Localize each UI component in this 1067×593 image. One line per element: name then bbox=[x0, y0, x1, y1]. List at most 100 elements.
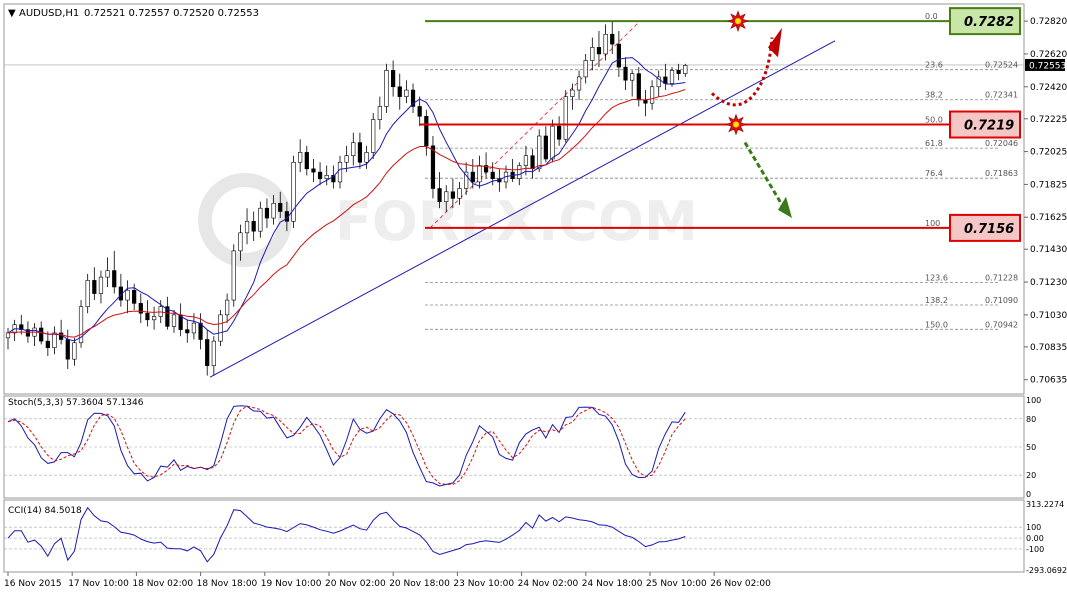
candle-body bbox=[218, 314, 223, 342]
candle-body bbox=[596, 47, 602, 55]
chart-header-arrow: ▼ bbox=[8, 8, 16, 19]
candle-body bbox=[543, 135, 548, 160]
candle-body bbox=[437, 188, 442, 202]
candle-body bbox=[397, 86, 402, 97]
fib-level-value: 0.71228 bbox=[985, 273, 1018, 282]
cci-tick-label: 0.00 bbox=[1026, 534, 1044, 543]
moving-averages-layer bbox=[7, 57, 686, 342]
cci-tick-label: 313.2274 bbox=[1026, 500, 1064, 509]
time-tick-label: 23 Nov 10:00 bbox=[453, 579, 514, 589]
price-tick-label: 0.72225 bbox=[1030, 115, 1067, 125]
key-level-box bbox=[949, 7, 1021, 36]
candle-body bbox=[132, 289, 137, 304]
candle-body bbox=[351, 142, 356, 156]
candles-layer bbox=[5, 21, 688, 376]
candle-body bbox=[98, 276, 104, 294]
candle-body bbox=[377, 106, 382, 120]
key-level-label: 0.7156 bbox=[964, 222, 1014, 237]
cci-tick-label: -100 bbox=[1026, 545, 1044, 554]
price-tick-label: 0.71825 bbox=[1030, 180, 1067, 190]
cci-panel-frame bbox=[3, 499, 1025, 573]
cci-tick-label: -293.0692 bbox=[1026, 566, 1067, 575]
candle-body bbox=[517, 165, 522, 179]
fib-level-label: 76.4 bbox=[925, 169, 943, 178]
breakout-marker-core bbox=[735, 18, 741, 25]
trend-layer bbox=[209, 40, 836, 378]
fib-level-label: 138.2 bbox=[925, 296, 948, 305]
candle-body bbox=[165, 306, 170, 327]
candle-body bbox=[251, 221, 256, 232]
candle-body bbox=[151, 316, 157, 321]
candle-body bbox=[430, 145, 436, 189]
candle-body bbox=[557, 125, 562, 140]
watermark-text: FOREX.COM bbox=[335, 190, 698, 253]
current-price-label: 0.72553 bbox=[1029, 61, 1066, 71]
candle-body bbox=[490, 171, 495, 179]
candle-body bbox=[550, 125, 555, 160]
price-tick-label: 0.71030 bbox=[1030, 311, 1067, 321]
time-tick-label: 25 Nov 10:00 bbox=[646, 579, 707, 589]
current-price-tag bbox=[1025, 58, 1065, 71]
candle-body bbox=[238, 232, 243, 252]
candle-body bbox=[19, 324, 24, 330]
candle-body bbox=[457, 188, 462, 199]
candle-body bbox=[225, 299, 230, 316]
candle-body bbox=[357, 142, 363, 163]
candle-body bbox=[198, 322, 203, 340]
candle-body bbox=[317, 171, 323, 179]
grid-layer bbox=[4, 64, 1024, 550]
candle-body bbox=[444, 191, 449, 202]
candle-body bbox=[344, 155, 349, 163]
candle-body bbox=[563, 96, 568, 140]
fib-level-label: 0.0 bbox=[925, 12, 938, 21]
candle-body bbox=[311, 168, 316, 173]
watermark: FOREX.COM bbox=[198, 173, 698, 267]
ma-slow-line bbox=[7, 89, 686, 338]
fib-level-value: 0.72524 bbox=[985, 61, 1018, 70]
symbol-header: AUDUSD,H1 bbox=[19, 8, 79, 19]
candle-body bbox=[185, 329, 190, 334]
stoch-tick-label: 20 bbox=[1026, 471, 1036, 480]
candle-body bbox=[138, 303, 143, 314]
bullish-arrow-head bbox=[768, 27, 782, 58]
key-level-label: 0.7282 bbox=[964, 15, 1014, 30]
candle-body bbox=[278, 202, 283, 212]
price-tick-label: 0.72025 bbox=[1030, 148, 1067, 158]
candle-body bbox=[78, 306, 84, 344]
fib-level-value: 0.70942 bbox=[985, 320, 1018, 329]
time-tick-label: 19 Nov 10:00 bbox=[261, 579, 322, 589]
candle-body bbox=[298, 152, 303, 163]
time-tick-label: 24 Nov 02:00 bbox=[518, 579, 579, 589]
candle-body bbox=[25, 329, 31, 337]
candle-body bbox=[523, 155, 529, 166]
time-tick-label: 18 Nov 02:00 bbox=[132, 579, 193, 589]
candle-body bbox=[649, 86, 655, 104]
candle-body bbox=[371, 119, 376, 153]
candle-body bbox=[450, 191, 455, 199]
fib-level-label: 23.6 bbox=[925, 61, 943, 70]
fib-level-label: 100 bbox=[925, 219, 940, 228]
candle-body bbox=[85, 280, 90, 307]
fib-level-label: 38.2 bbox=[925, 91, 943, 100]
candle-body bbox=[404, 89, 409, 97]
stoch-d-line bbox=[7, 405, 686, 485]
candle-body bbox=[244, 221, 250, 234]
candle-body bbox=[391, 70, 396, 88]
stoch-label: Stoch(5,3,3) 57.3604 57.1346 bbox=[8, 398, 144, 408]
fib-level-label: 50.0 bbox=[925, 116, 943, 125]
candle-body bbox=[530, 155, 535, 170]
candle-body bbox=[304, 152, 309, 170]
candle-body bbox=[464, 171, 469, 189]
fib-level-value: 0.71090 bbox=[985, 296, 1018, 305]
candle-body bbox=[669, 70, 675, 84]
cci-line bbox=[7, 506, 686, 563]
candle-body bbox=[477, 165, 482, 183]
candle-body bbox=[483, 165, 489, 173]
candle-body bbox=[205, 339, 210, 367]
candle-body bbox=[39, 327, 44, 342]
candle-body bbox=[105, 270, 110, 278]
candle-body bbox=[603, 33, 608, 55]
price-tick-label: 0.71625 bbox=[1030, 213, 1067, 223]
candle-body bbox=[45, 340, 50, 348]
